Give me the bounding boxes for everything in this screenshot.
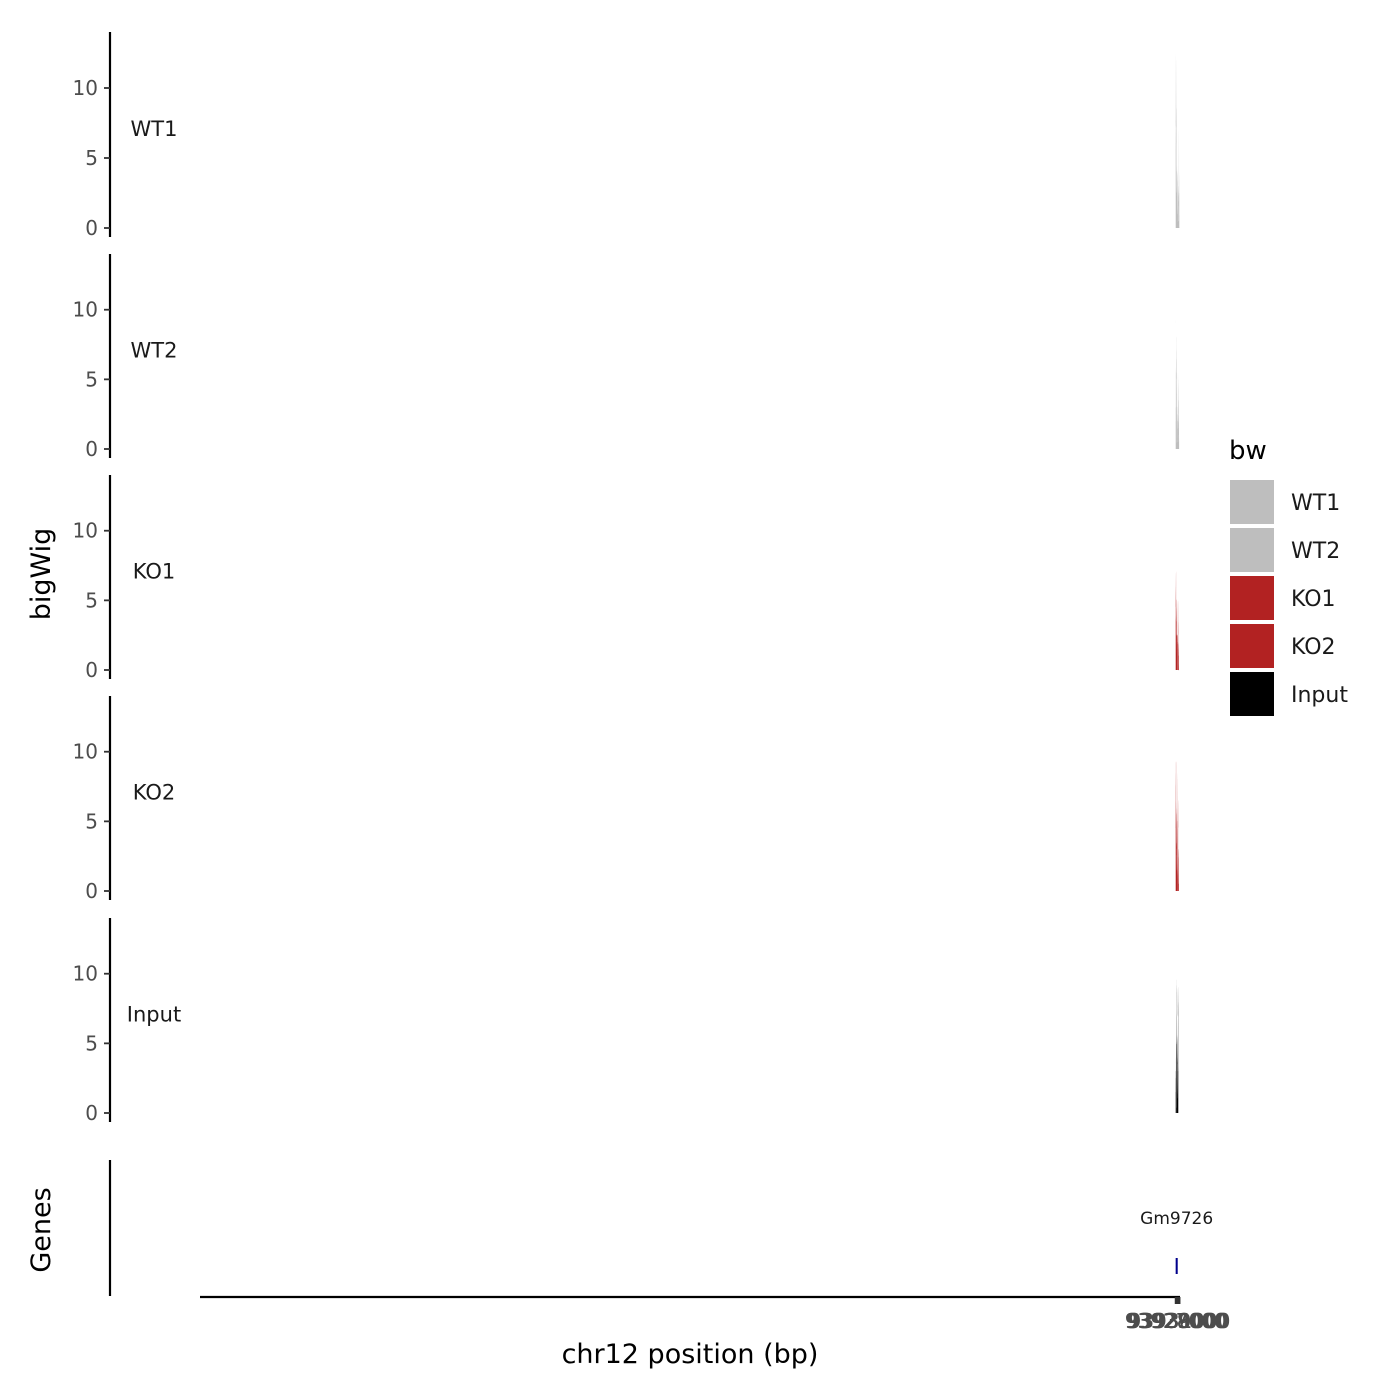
gene-track-title: Genes [26,1187,57,1272]
gene-track: Gm9726 [108,1160,1213,1296]
legend-label-wt1: WT1 [1291,491,1340,516]
coverage-area-input [1176,979,1179,1113]
y-tick-label: 10 [73,519,98,543]
y-tick-label: 5 [85,809,98,833]
y-tick-label: 0 [85,437,98,461]
y-axis-title: bigWig [26,528,57,621]
y-tick-label: 5 [85,1031,98,1055]
coverage-area-ko1 [1175,537,1178,671]
x-tick-label: 93931000 [1129,1309,1231,1333]
gene-bar [1175,1258,1178,1274]
signal-tracks: 0 5 10 WT1 0 5 10 WT2 0 5 10 KO1 0 5 10 KO2 0 5 10 Input [73,32,1180,1125]
y-tick-label: 0 [85,216,98,240]
coverage-area-ko2 [1175,702,1178,897]
legend-swatch-ko2 [1230,624,1274,668]
track-ko1: 0 5 10 KO1 [73,475,1179,682]
track-label: WT1 [131,117,178,141]
legend-label-wt2: WT2 [1291,539,1340,564]
legend-label-ko1: KO1 [1291,587,1336,612]
coverage-area-wt1 [1175,45,1180,228]
coverage-area-ko1 [1177,600,1179,673]
legend-swatch-wt1 [1230,480,1274,524]
coverage-area-ko2 [1177,800,1179,891]
y-tick-label: 0 [85,1101,98,1125]
coverage-area-input [1175,983,1177,1113]
legend-label-ko2: KO2 [1291,635,1336,660]
y-tick-label: 10 [73,298,98,322]
y-tick-label: 5 [85,367,98,391]
track-wt1: 0 5 10 WT1 [73,32,1180,240]
x-tick-label: 93927000 [1125,1309,1227,1333]
legend: bw WT1 WT2 KO1 KO2 Input [1229,436,1348,716]
y-tick-label: 10 [73,962,98,986]
gene-label: Gm9726 [1140,1209,1213,1229]
legend-swatch-input [1230,672,1274,716]
track-label: KO1 [133,560,176,584]
y-tick-label: 5 [85,588,98,612]
track-ko2: 0 5 10 KO2 [73,696,1179,903]
legend-swatch-ko1 [1230,576,1274,620]
track-input: 0 5 10 Input [73,918,1179,1125]
track-label: Input [127,1003,181,1027]
y-tick-label: 10 [73,740,98,764]
x-axis-title: chr12 position (bp) [562,1339,819,1370]
legend-swatch-wt2 [1230,528,1274,572]
track-label: KO2 [133,781,176,805]
y-tick-label: 5 [85,146,98,170]
legend-label-input: Input [1291,683,1348,708]
coverage-area-wt2 [1175,281,1180,449]
y-tick-label: 0 [85,879,98,903]
y-tick-label: 10 [73,76,98,100]
x-tick-label: 93928000 [1126,1309,1228,1333]
x-tick-label: 93930000 [1128,1309,1230,1333]
legend-title: bw [1229,436,1267,466]
track-label: WT2 [131,339,178,363]
track-wt2: 0 5 10 WT2 [73,254,1180,461]
y-tick-label: 0 [85,658,98,682]
x-tick-label: 93929000 [1127,1309,1229,1333]
